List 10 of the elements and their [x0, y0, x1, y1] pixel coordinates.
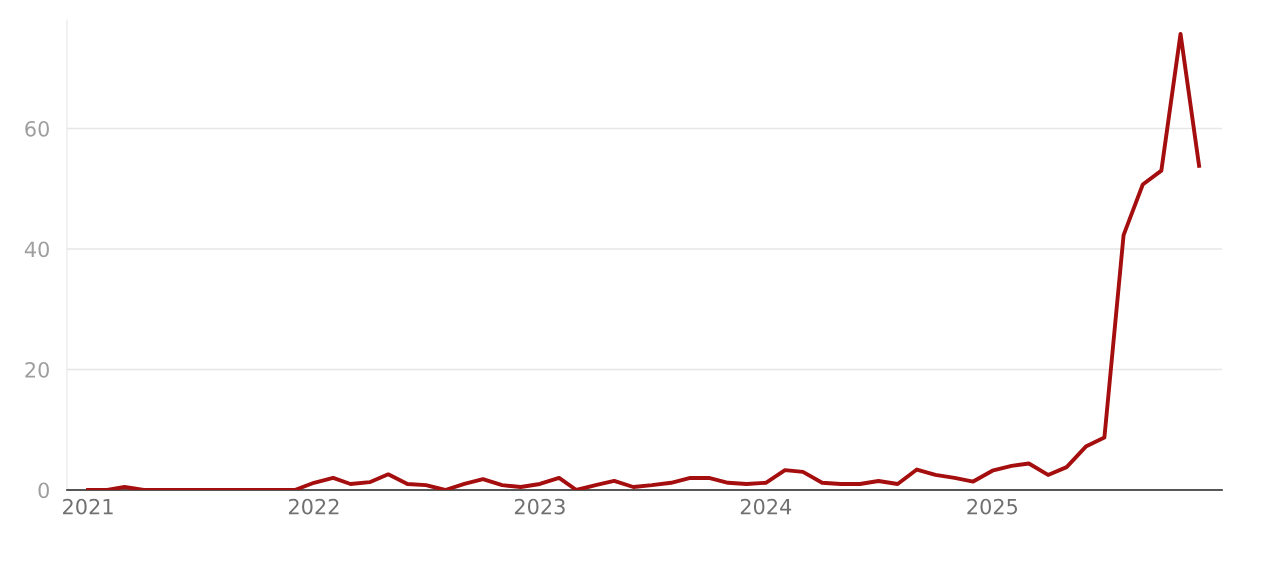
x-tick-label: 2025 — [967, 498, 1018, 515]
y-tick-label: 60 — [25, 120, 49, 137]
x-tick-label: 2021 — [63, 498, 113, 515]
x-tick-label: 2022 — [288, 498, 339, 515]
y-tick-label: 40 — [24, 241, 49, 258]
x-tick-label: 2024 — [740, 498, 792, 515]
y-tick-label: 0 — [38, 482, 49, 499]
y-tick-label: 20 — [25, 361, 49, 378]
x-tick-label: 2023 — [514, 498, 565, 515]
line-series — [86, 31, 1202, 490]
